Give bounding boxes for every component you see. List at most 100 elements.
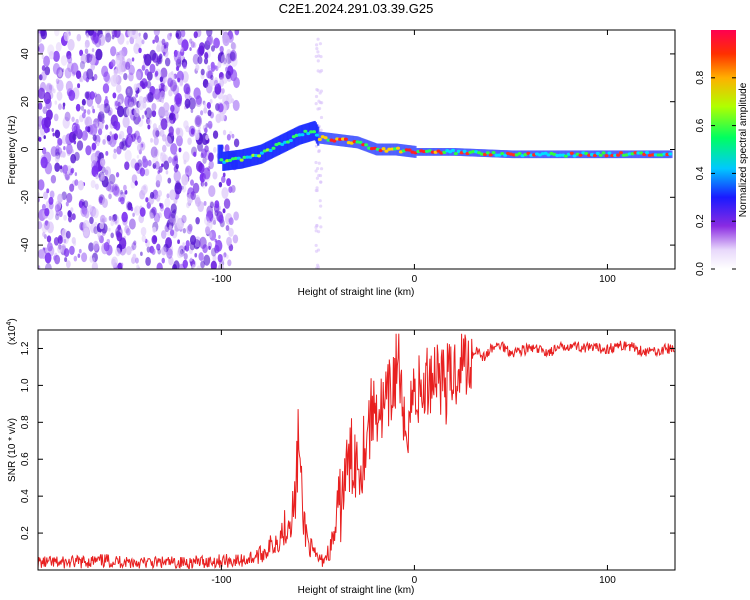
spectrogram-noise-dot <box>156 262 163 269</box>
spectrogram-noise-dot <box>155 130 160 137</box>
spectrogram-noise-dot <box>226 178 232 187</box>
spectrogram-track-band <box>400 144 403 157</box>
spectrogram-noise-dot <box>182 259 188 269</box>
spectrogram-noise-dot <box>219 45 224 53</box>
spectrogram-noise-dot <box>62 102 66 107</box>
spectrogram-stripe-dot <box>314 54 318 59</box>
spectrogram-noise-dot <box>97 103 100 109</box>
spectrogram-noise-dot <box>141 64 146 71</box>
spectrogram-track-peak <box>303 129 308 133</box>
spectrogram-noise-dot <box>130 206 134 212</box>
spectrogram-noise-dot <box>208 185 216 198</box>
spectrogram-track-band <box>274 137 277 157</box>
spectrogram-track-peak <box>396 146 401 150</box>
spectrogram-noise-dot <box>130 96 137 106</box>
spectrogram-noise-dot <box>47 242 53 252</box>
spectrogram-noise-dot <box>108 173 116 185</box>
spectrogram-noise-dot <box>170 203 177 214</box>
spectrogram-noise-dot <box>91 48 95 53</box>
spectrogram-noise-dot <box>48 84 53 91</box>
spectrogram-noise-dot <box>110 59 116 67</box>
spectrogram-noise-dot <box>190 257 193 262</box>
spectrogram-noise-dot <box>227 259 232 267</box>
spectrogram-track-band <box>275 137 278 157</box>
spectrogram-noise-dot <box>131 242 137 251</box>
spectrogram-noise-dot <box>224 144 230 153</box>
spectrogram-noise-dot <box>176 70 184 83</box>
spectrogram-noise-dot <box>63 248 70 257</box>
spectrogram-noise-dot <box>208 245 211 251</box>
spectrogram-noise-dot <box>196 49 200 55</box>
spectrogram-noise-dot <box>168 126 175 136</box>
spectrogram-track-peak <box>477 151 482 155</box>
spectrogram-noise-dot <box>154 148 160 158</box>
spectrogram-noise-dot <box>114 121 121 131</box>
spectrogram-noise-dot <box>230 98 235 104</box>
spectrogram-noise-dot <box>76 140 84 151</box>
spectrogram-noise-dot <box>116 105 125 118</box>
spectrogram-noise-dot <box>83 227 90 237</box>
spectrogram-noise-dot <box>77 83 81 89</box>
spectrogram-stripe-dot <box>316 263 320 267</box>
spectrogram-noise-dot <box>121 140 128 151</box>
spectrogram-noise-dot <box>46 221 54 234</box>
spectrogram-noise-dot <box>195 116 201 126</box>
spectrogram-noise-dot <box>88 242 94 252</box>
spectrogram-track-peak <box>451 148 456 153</box>
spectrogram-noise-dot <box>217 253 223 263</box>
spectrogram-noise-dot <box>135 257 139 264</box>
spectrogram-noise-dot <box>166 222 170 228</box>
spectrogram-noise-dot <box>111 183 120 196</box>
spectrogram-noise-dot <box>86 68 94 80</box>
spectrogram-noise-dot <box>69 183 75 192</box>
spectrogram-noise-dot <box>103 241 110 252</box>
spectrogram-noise-dot <box>158 165 163 173</box>
spectrogram-stripe-dot <box>319 180 323 184</box>
spectrogram-track-peak <box>291 135 296 139</box>
spectrogram-noise-dot <box>198 42 205 52</box>
spectrogram-noise-dot <box>201 148 207 158</box>
spectrogram-noise-dot <box>169 113 174 121</box>
spectrogram-noise-dot <box>101 166 106 174</box>
spectrogram-track-band <box>573 150 576 159</box>
spectrogram-noise-dot <box>83 200 89 208</box>
spectrogram-noise-dot <box>156 55 163 65</box>
spectrogram-noise-dot <box>173 170 181 183</box>
spectrogram-noise-dot <box>43 247 48 254</box>
spectrogram-stripe-dot <box>318 199 322 203</box>
spectrogram-noise-dot <box>121 211 128 223</box>
spectrogram-noise-dot <box>52 88 56 94</box>
spectrogram-noise-dot <box>223 252 227 258</box>
snr-y-tick-label: 0.2 <box>20 526 31 540</box>
spectrogram-noise-dot <box>98 173 101 178</box>
spectrogram-noise-dot <box>161 257 165 264</box>
spectrogram-noise-dot <box>77 180 85 191</box>
spectrogram-track-peak <box>323 136 328 140</box>
spectrogram-noise-dot <box>203 201 207 206</box>
spectrogram-noise-dot <box>187 223 193 232</box>
spectrogram-noise-dot <box>233 77 240 89</box>
spectrogram-track-peak <box>219 158 224 162</box>
spectrogram-noise-dot <box>138 32 141 37</box>
spectrogram-noise-dot <box>204 181 208 187</box>
spectrogram-track-peak <box>572 154 577 158</box>
spectrogram-noise-dot <box>66 55 73 64</box>
spectrogram-noise-dot <box>40 30 47 40</box>
spectrogram-track-band <box>304 123 307 143</box>
spectrogram-noise-dot <box>61 134 68 145</box>
spectrogram-noise-dot <box>53 255 57 261</box>
spectrogram-noise-dot <box>161 163 164 168</box>
spectrogram-noise-dot <box>163 76 168 83</box>
spectrogram-noise-dot <box>130 245 135 252</box>
spectrogram-noise-dot <box>231 42 237 51</box>
spectrogram-noise-dot <box>42 106 48 115</box>
spectrogram-noise-dot <box>57 193 63 204</box>
spectrogram-noise-dot <box>87 204 93 213</box>
spectrogram-track-band <box>482 149 485 157</box>
spectrogram-stripe-dot <box>314 243 318 248</box>
spectrogram-track-peak <box>340 137 345 141</box>
spectrogram-stripe-dot <box>314 188 318 193</box>
spectrogram-noise-dot <box>138 95 144 105</box>
spectrogram-track-band <box>399 144 402 157</box>
spectrogram-y-tick-label: 40 <box>20 48 31 60</box>
